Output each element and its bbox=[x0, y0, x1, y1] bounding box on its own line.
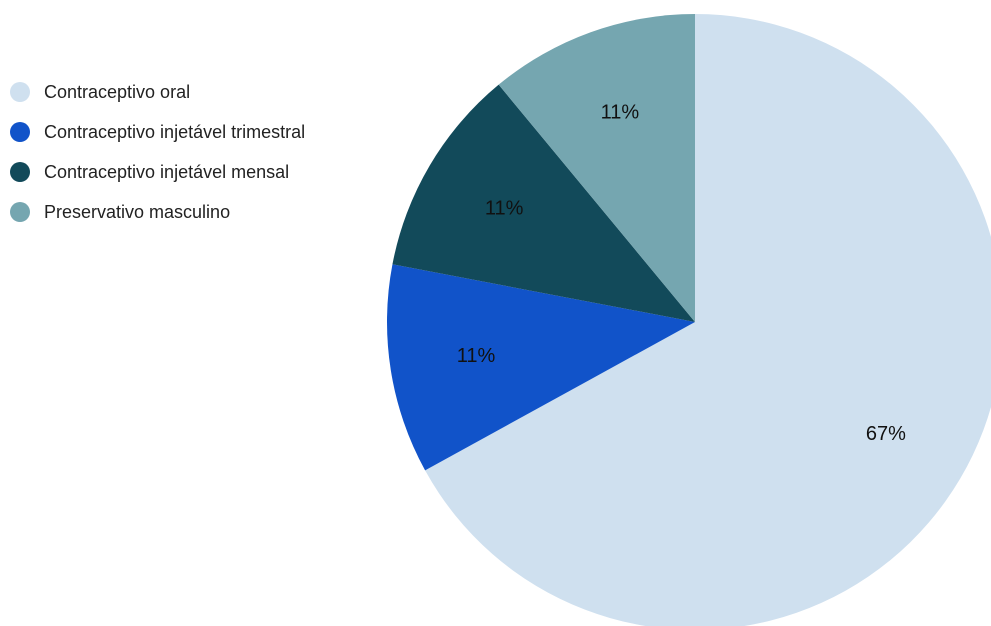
legend-item-preservativo-masculino[interactable]: Preservativo masculino bbox=[10, 192, 305, 232]
legend-swatch-icon bbox=[10, 162, 30, 182]
pie-slice-injetavel-trimestral[interactable] bbox=[387, 264, 695, 471]
slice-value-label: 11% bbox=[601, 102, 640, 124]
pie-slice-contraceptivo-oral[interactable] bbox=[425, 14, 991, 626]
legend-item-injetavel-mensal[interactable]: Contraceptivo injetável mensal bbox=[10, 152, 305, 192]
legend-label: Contraceptivo injetável trimestral bbox=[44, 121, 306, 142]
legend-item-injetavel-trimestral[interactable]: Contraceptivo injetável trimestral bbox=[10, 112, 305, 152]
chart-legend: Contraceptivo oral Contraceptivo injetáv… bbox=[10, 72, 305, 232]
legend-swatch-icon bbox=[10, 82, 30, 102]
legend-swatch-icon bbox=[10, 202, 30, 222]
legend-label: Contraceptivo injetável mensal bbox=[44, 161, 290, 182]
legend-label: Contraceptivo oral bbox=[44, 81, 191, 102]
slice-value-label: 11% bbox=[485, 197, 524, 219]
legend-item-contraceptivo-oral[interactable]: Contraceptivo oral bbox=[10, 72, 305, 112]
pie-slice-injetavel-mensal[interactable] bbox=[392, 84, 695, 323]
legend-swatch-icon bbox=[10, 122, 30, 142]
slice-value-label: 11% bbox=[457, 345, 496, 367]
legend-label: Preservativo masculino bbox=[44, 201, 231, 222]
pie-slice-preservativo-masculino[interactable] bbox=[498, 14, 695, 322]
slice-value-label: 67% bbox=[866, 423, 906, 445]
